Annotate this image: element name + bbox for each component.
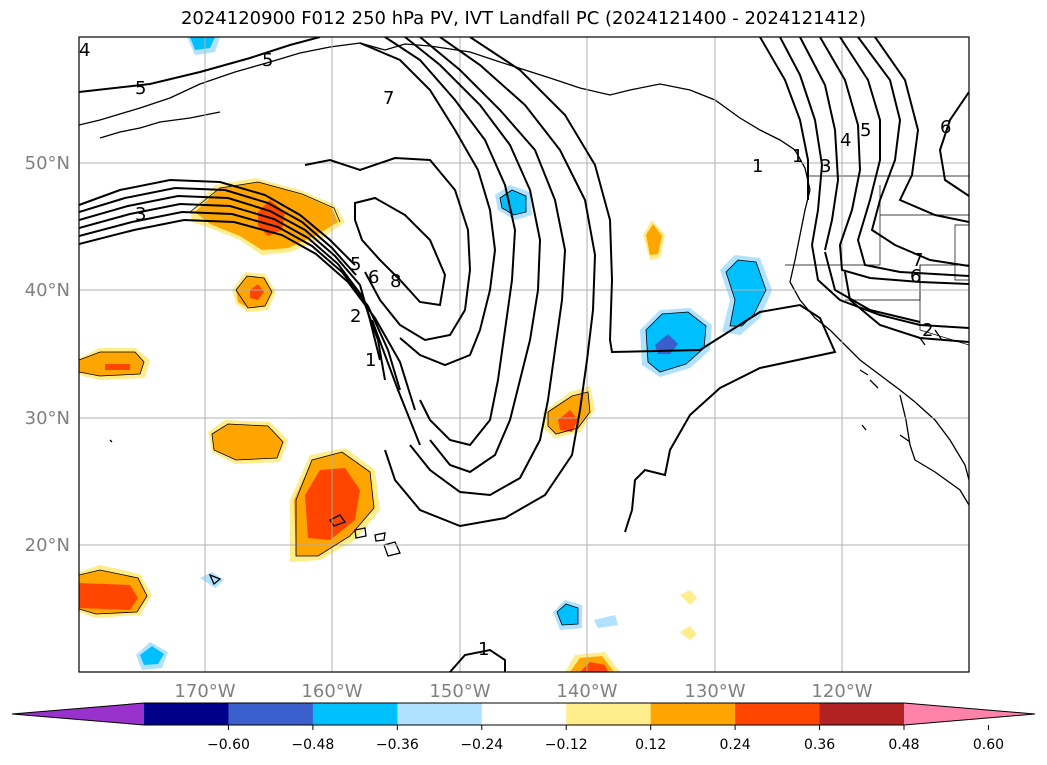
map-title: 2024120900 F012 250 hPa PV, IVT Landfall…	[180, 8, 867, 29]
colorbar-cell	[566, 703, 652, 725]
lat-label: 30°N	[25, 408, 70, 429]
lat-label: 20°N	[25, 535, 70, 556]
contour-label: 4	[840, 130, 851, 151]
colorbar-tick-label: −0.24	[460, 737, 503, 753]
colorbar-tick-label: 0.36	[804, 737, 835, 753]
lon-label: 130°W	[684, 681, 745, 702]
contour-label: 2	[350, 306, 361, 327]
pc-contour-lines	[79, 181, 767, 626]
colorbar-cell	[481, 703, 567, 725]
colorbar-extend-min	[12, 703, 144, 725]
colorbar-tick-label: 0.12	[635, 737, 666, 753]
contour-label: 5	[135, 78, 146, 99]
contour-label: 1	[478, 639, 489, 660]
colorbar-tick-label: −0.36	[376, 737, 419, 753]
colorbar-tick-label: −0.60	[207, 737, 250, 753]
lon-labels: 170°W 160°W 150°W 140°W 130°W 120°W	[174, 681, 872, 702]
colorbar-tick-label: −0.12	[545, 737, 588, 753]
lon-label: 140°W	[556, 681, 617, 702]
contour-label: 5	[262, 50, 273, 71]
lat-label: 50°N	[25, 153, 70, 174]
contour-label: 8	[390, 271, 401, 292]
contour-label: 5	[350, 254, 361, 275]
colorbar-tick-label: 0.48	[888, 737, 919, 753]
contour-label: 1	[792, 146, 803, 167]
lon-label: 150°W	[429, 681, 490, 702]
colorbar-tick-label: 0.24	[720, 737, 751, 753]
colorbar-cell	[735, 703, 821, 725]
contour-label: 5	[860, 120, 871, 141]
colorbar-cell	[144, 703, 229, 725]
colorbar-cell	[397, 703, 483, 725]
contour-label: 4	[79, 40, 90, 61]
colorbar-cell	[650, 703, 736, 725]
lon-label: 160°W	[301, 681, 362, 702]
map-plot-area	[79, 37, 969, 672]
political-borders	[785, 175, 969, 346]
contour-label: 2	[922, 320, 933, 341]
colorbar-cell	[228, 703, 314, 725]
contour-label: 7	[912, 250, 923, 271]
coastlines	[79, 42, 969, 586]
colorbar-tick-label: −0.48	[291, 737, 334, 753]
colorbar-extend-max	[904, 703, 1035, 725]
contour-label: 3	[135, 204, 146, 225]
lon-label: 170°W	[174, 681, 235, 702]
lon-label: 120°W	[811, 681, 872, 702]
contour-label: 1	[752, 156, 763, 177]
colorbar-tick-label: 0.60	[973, 737, 1004, 753]
contour-label: 6	[940, 117, 951, 138]
lat-label: 40°N	[25, 280, 70, 301]
contour-labels: 5 5 7 4 3 5 6 8 2 1 1 3 4 5 6 7 6 2 1 1	[79, 40, 951, 660]
map-frame	[78, 36, 970, 673]
colorbar-cell	[819, 703, 905, 725]
contour-label: 3	[820, 156, 831, 177]
pc-shading	[79, 37, 772, 672]
contour-label: 7	[383, 88, 394, 109]
lat-labels: 50°N 40°N 30°N 20°N	[25, 153, 70, 556]
colorbar-cell	[312, 703, 398, 725]
colorbar: −0.60 −0.48 −0.36 −0.24 −0.12 0.12 0.24 0.36 0.4…	[11, 702, 1036, 753]
contour-label: 6	[368, 267, 379, 288]
contour-label: 6	[910, 266, 921, 287]
pv-contours	[79, 37, 969, 672]
contour-label: 1	[365, 350, 376, 371]
graticule	[79, 37, 969, 672]
